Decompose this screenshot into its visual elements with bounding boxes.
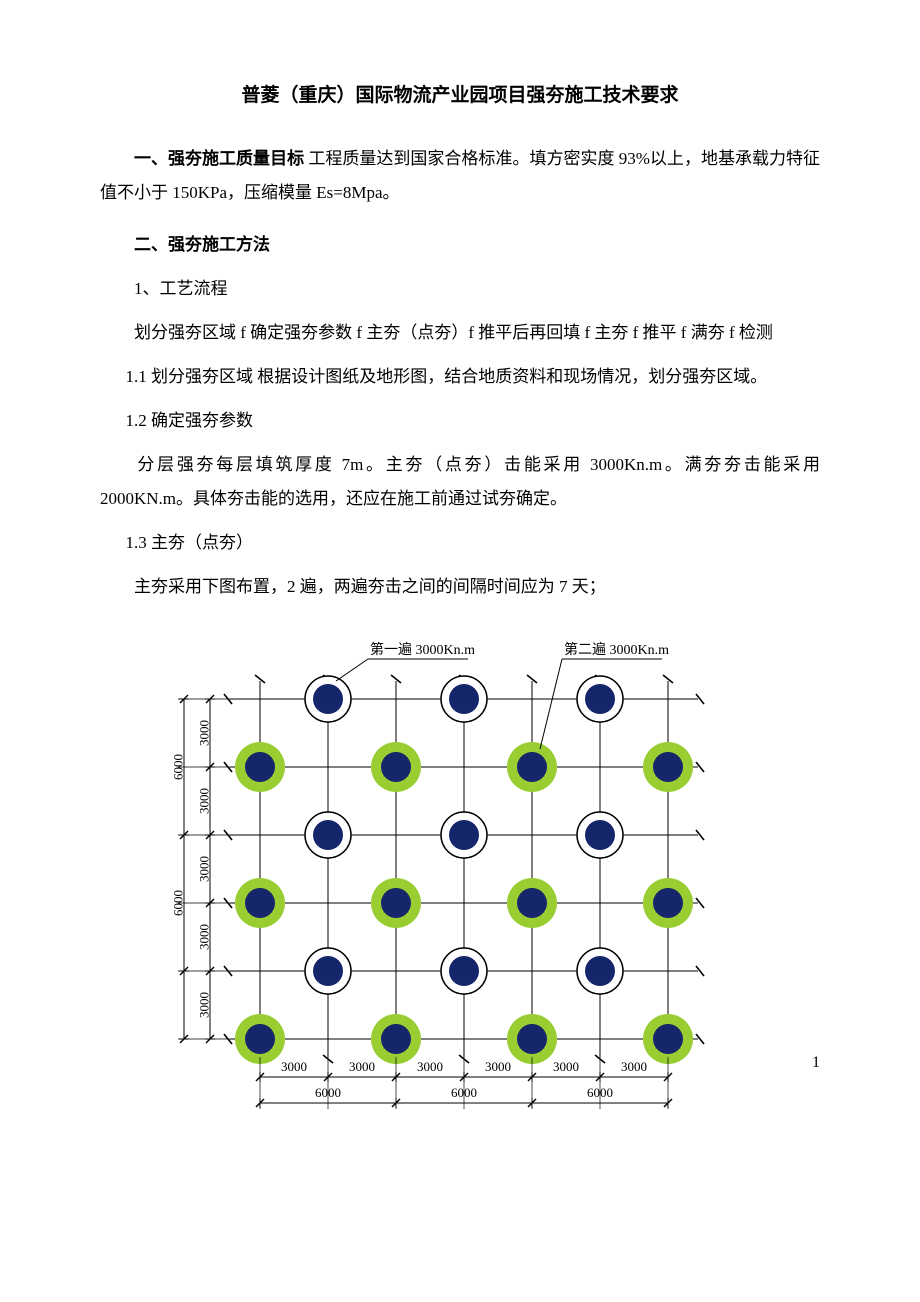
svg-text:3000: 3000: [197, 924, 212, 950]
section-1: 一、强夯施工质量目标 工程质量达到国家合格标准。填方密实度 93%以上，地基承载…: [100, 142, 820, 210]
diagram-svg: 第一遍 3000Kn.m 第二遍 3000Kn.m 3000 3000 3000 3000…: [140, 639, 780, 1159]
svg-text:第一遍 3000Kn.m: 第一遍 3000Kn.m: [370, 641, 475, 658]
svg-text:3000: 3000: [349, 1059, 375, 1074]
svg-text:3000: 3000: [417, 1059, 443, 1074]
page-number: 1: [812, 1054, 820, 1072]
s1-heading: 一、强夯施工质量目标: [134, 149, 304, 168]
svg-text:3000: 3000: [281, 1059, 307, 1074]
s2-item1-2-body: 分层强夯每层填筑厚度 7m。主夯（点夯）击能采用 3000Kn.m。满夯夯击能采…: [100, 448, 820, 516]
svg-text:6000: 6000: [171, 890, 186, 916]
svg-text:3000: 3000: [197, 856, 212, 882]
tamping-layout-diagram: 第一遍 3000Kn.m 第二遍 3000Kn.m 3000 3000 3000 3000…: [100, 639, 820, 1159]
s2-item1-body: 划分强夯区域 f 确定强夯参数 f 主夯（点夯）f 推平后再回填 f 主夯 f …: [100, 316, 820, 350]
svg-text:3000: 3000: [485, 1059, 511, 1074]
s2-item1-1: 1.1 划分强夯区域 根据设计图纸及地形图，结合地质资料和现场情况，划分强夯区域…: [100, 360, 820, 394]
svg-text:3000: 3000: [197, 992, 212, 1018]
svg-text:6000: 6000: [171, 754, 186, 780]
svg-text:3000: 3000: [197, 788, 212, 814]
s2-item1-label: 1、工艺流程: [100, 272, 820, 306]
s2-item1-3-label: 1.3 主夯（点夯）: [100, 526, 820, 560]
s2-heading: 二、强夯施工方法: [100, 228, 820, 262]
svg-text:3000: 3000: [197, 720, 212, 746]
svg-text:3000: 3000: [621, 1059, 647, 1074]
svg-text:第二遍 3000Kn.m: 第二遍 3000Kn.m: [564, 641, 669, 658]
svg-text:3000: 3000: [553, 1059, 579, 1074]
doc-title: 普菱（重庆）国际物流产业园项目强夯施工技术要求: [100, 80, 820, 107]
s2-item1-3-body: 主夯采用下图布置，2 遍，两遍夯击之间的间隔时间应为 7 天；: [100, 570, 820, 604]
s2-item1-2-label: 1.2 确定强夯参数: [100, 404, 820, 438]
